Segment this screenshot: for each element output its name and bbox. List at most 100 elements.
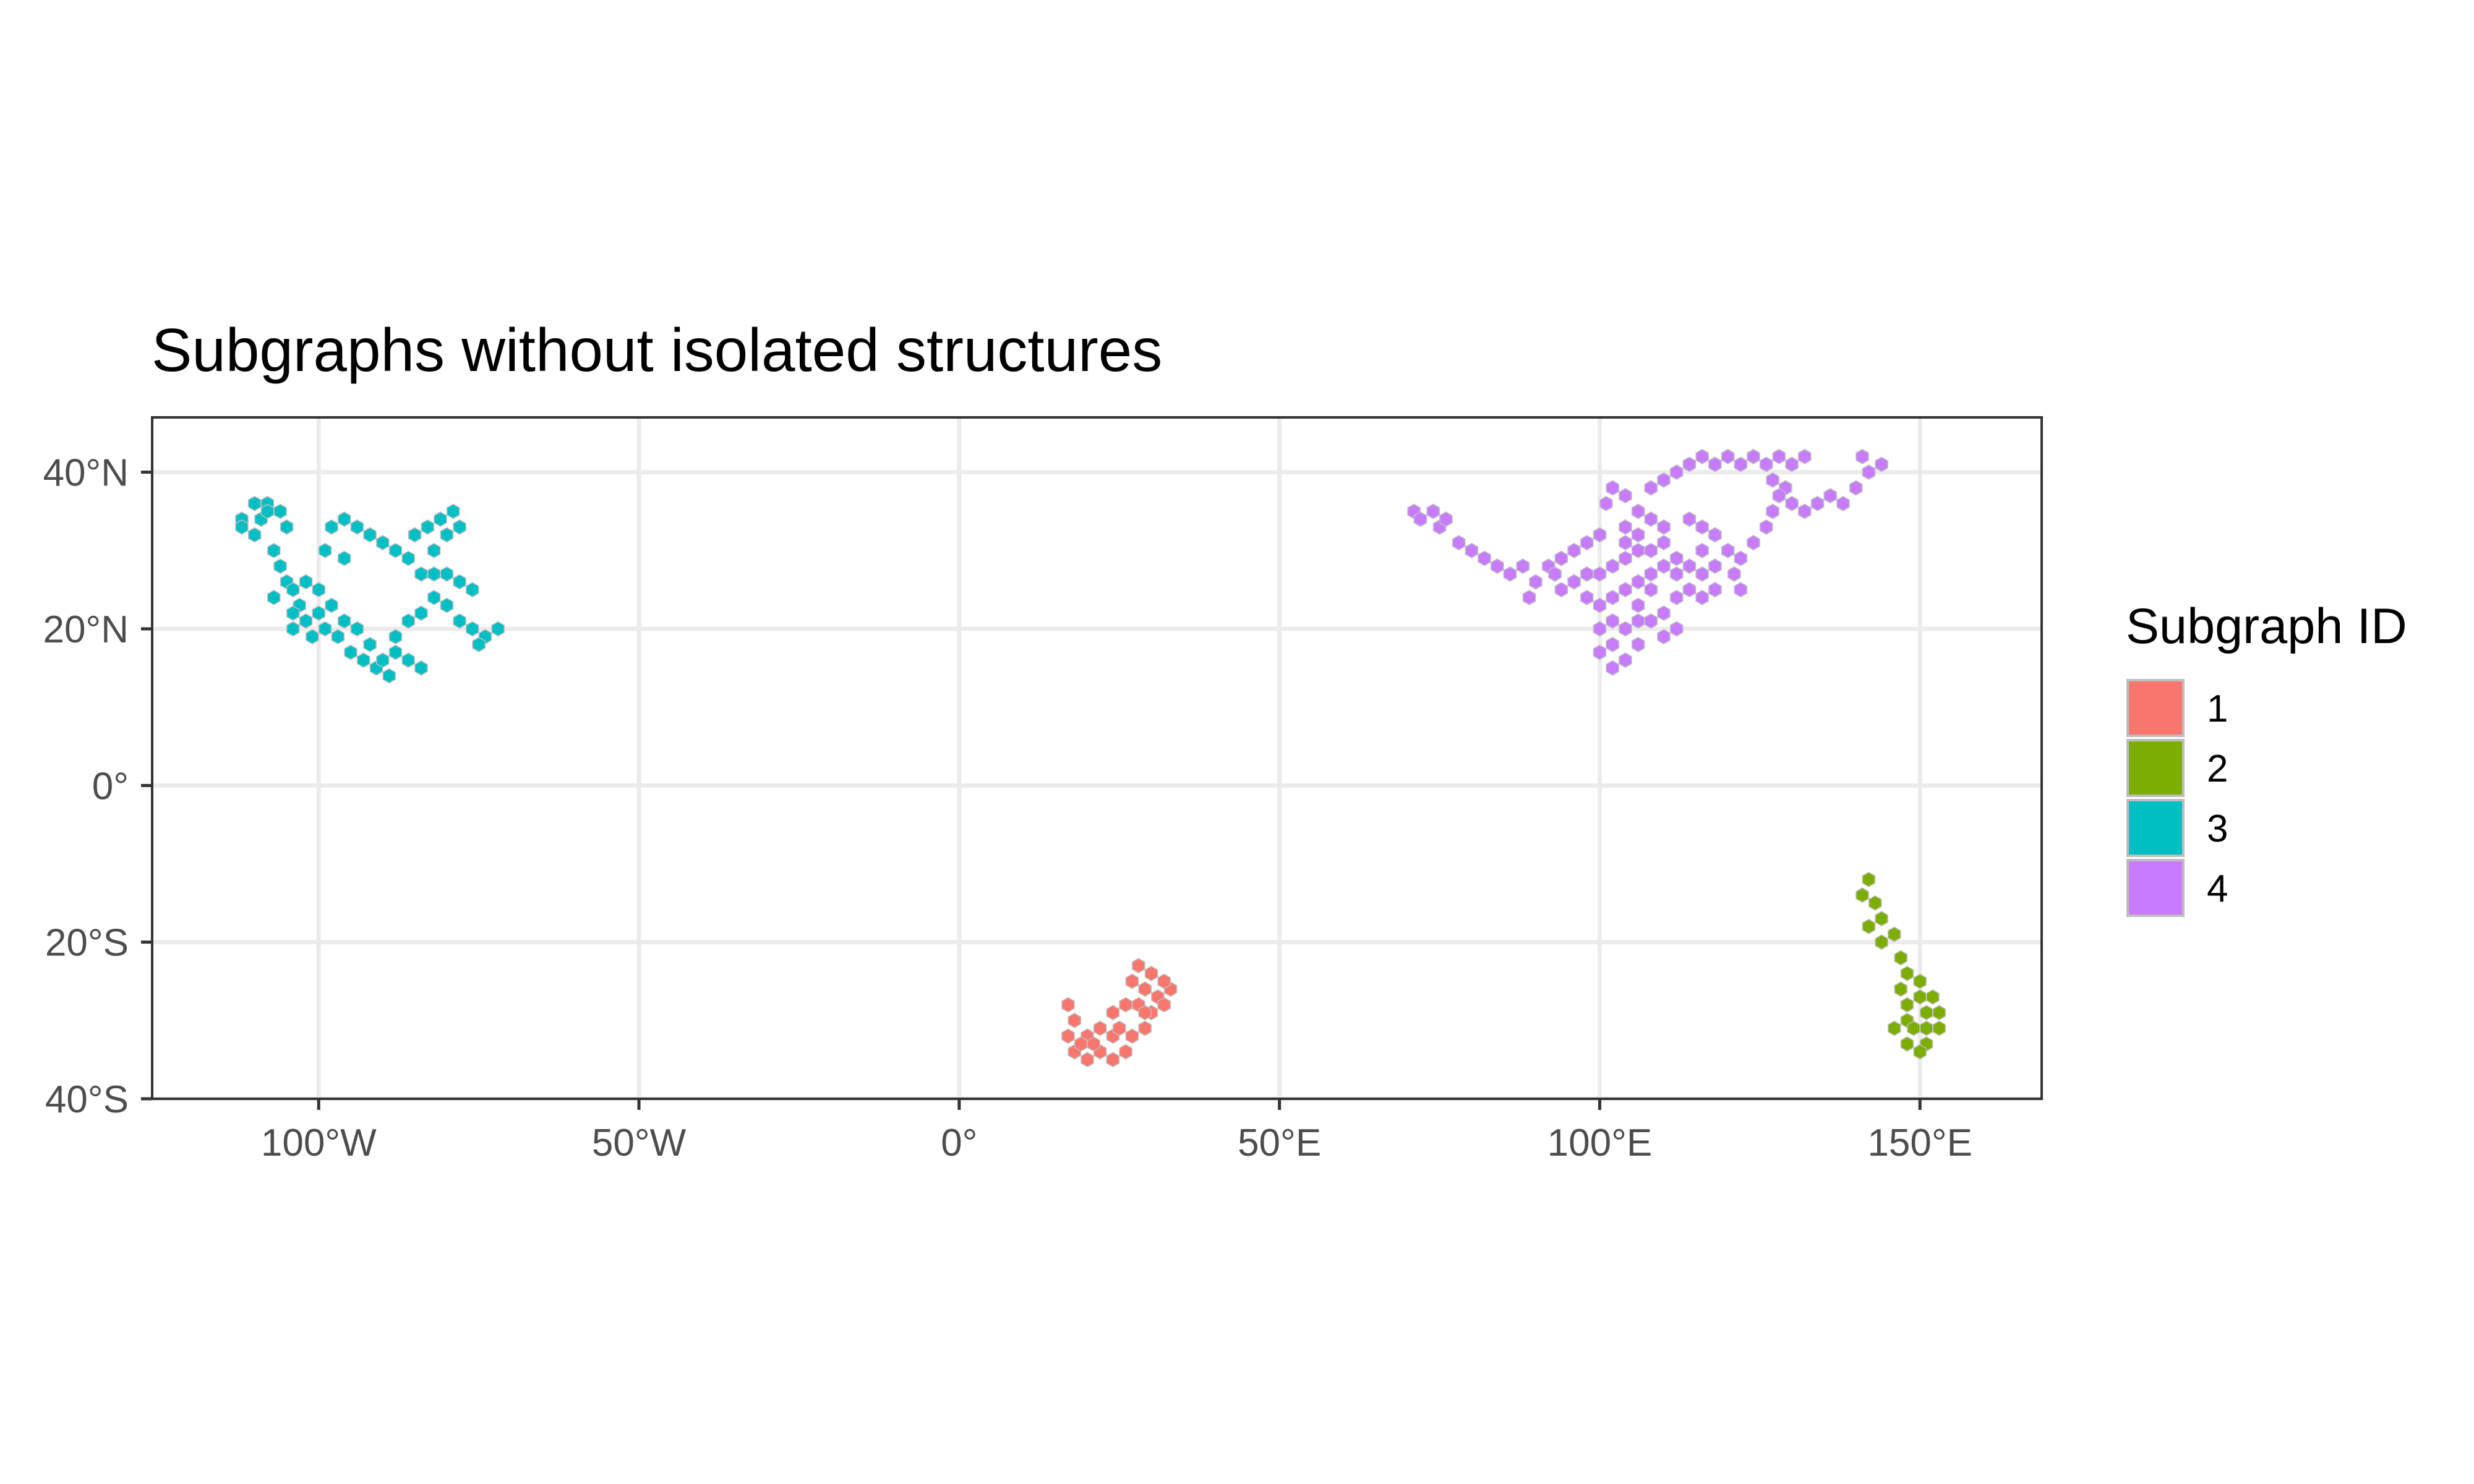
hex-cell <box>1926 989 1940 1005</box>
subgraph-region-4 <box>1407 448 1888 676</box>
hex-cell <box>1849 480 1863 496</box>
hex-cell <box>267 542 281 558</box>
hex-cell <box>260 503 275 519</box>
hex-cell <box>247 495 262 511</box>
hex-cell <box>1631 527 1645 543</box>
hex-cell <box>453 519 466 535</box>
hex-cell <box>337 511 351 527</box>
hex-cell <box>1657 558 1671 574</box>
x-tick-label: 50°E <box>1238 1122 1321 1164</box>
hex-cell <box>1593 527 1607 543</box>
hex-cell <box>280 519 294 535</box>
hex-cell <box>344 644 357 660</box>
hex-cell <box>1669 550 1684 566</box>
hex-cell <box>318 542 332 558</box>
legend-key-1 <box>2126 679 2185 737</box>
hex-cell <box>1593 597 1607 613</box>
hex-cell <box>1682 558 1697 574</box>
hex-cell <box>1747 535 1760 551</box>
hex-cell <box>1619 535 1632 551</box>
hex-cell <box>491 621 505 637</box>
hex-cell <box>325 519 338 535</box>
legend-key-2 <box>2126 739 2185 797</box>
hex-cell <box>1490 558 1504 574</box>
hex-cell <box>1413 511 1427 527</box>
panel-background <box>152 417 2042 1099</box>
hex-cell <box>1567 574 1581 590</box>
hex-cell <box>1785 456 1799 472</box>
hex-cell <box>1669 464 1684 480</box>
legend-label-4: 4 <box>2207 868 2228 910</box>
hex-cell <box>1900 997 1914 1013</box>
hex-cell <box>1606 589 1619 605</box>
hex-cell <box>1888 926 1901 942</box>
hex-cell <box>1516 558 1530 574</box>
hex-cell <box>1644 613 1658 629</box>
hex-cell <box>1157 997 1171 1013</box>
hex-cell <box>472 636 486 652</box>
hex-cell <box>434 511 447 527</box>
hex-cell <box>1580 566 1594 582</box>
hex-cell <box>1695 566 1709 582</box>
hex-cell <box>306 629 319 645</box>
hex-cell <box>273 503 287 519</box>
hex-cell <box>1503 566 1517 582</box>
chart-title: Subgraphs without isolated structures <box>152 316 1162 384</box>
hex-cell <box>1606 613 1619 629</box>
hex-cell <box>414 566 428 582</box>
x-tick-label: 100°E <box>1547 1122 1653 1164</box>
hex-cell <box>1772 448 1786 464</box>
hex-cell <box>1644 566 1658 582</box>
hex-cell <box>1138 1005 1152 1021</box>
x-tick-label: 0° <box>941 1122 977 1164</box>
hex-cell <box>1657 629 1671 645</box>
hex-cell <box>1619 652 1632 668</box>
hex-cell <box>1580 535 1594 551</box>
hex-cell <box>1695 589 1709 605</box>
hex-cell <box>286 582 300 598</box>
hex-cell <box>1823 488 1838 504</box>
hex-cell <box>427 542 441 558</box>
hex-cell <box>1554 550 1569 566</box>
legend-title: Subgraph ID <box>2126 599 2407 654</box>
hex-cell <box>1619 582 1632 598</box>
hex-cell <box>1157 973 1171 989</box>
hex-cell <box>1708 456 1722 472</box>
hex-cell <box>299 574 313 590</box>
hex-cell <box>1708 558 1722 574</box>
hex-cell <box>388 542 403 558</box>
hex-cell <box>1836 495 1850 511</box>
legend-label-2: 2 <box>2207 748 2228 790</box>
hex-cell <box>1138 981 1152 997</box>
hex-regions <box>235 448 1946 1068</box>
hex-cell <box>1631 503 1645 519</box>
hex-cell <box>1106 1005 1120 1021</box>
hex-cell <box>1631 542 1645 558</box>
hex-cell <box>337 613 351 629</box>
hex-cell <box>1522 589 1536 605</box>
hex-cell <box>1669 566 1684 582</box>
hex-cell <box>1913 989 1927 1005</box>
hex-cell <box>1657 519 1671 535</box>
hex-cell <box>350 621 364 637</box>
hex-cell <box>1900 1036 1914 1052</box>
hex-cell <box>1734 550 1748 566</box>
hex-cell <box>1606 660 1619 676</box>
hex-cell <box>388 629 403 645</box>
hex-cell <box>1093 1020 1107 1036</box>
hex-cell <box>1932 1020 1946 1036</box>
hex-cell <box>440 527 454 543</box>
hex-cell <box>421 519 435 535</box>
hex-cell <box>1138 1020 1152 1036</box>
hex-cell <box>1554 582 1569 598</box>
hex-cell <box>465 621 479 637</box>
y-tick-label: 20°N <box>43 608 129 651</box>
hex-cell <box>1478 550 1491 566</box>
hex-cell <box>414 605 428 621</box>
hex-cell <box>1669 621 1684 637</box>
hex-cell <box>1894 950 1907 966</box>
hex-cell <box>1593 621 1607 637</box>
hex-cell <box>1856 887 1869 903</box>
hex-cell <box>1734 582 1748 598</box>
